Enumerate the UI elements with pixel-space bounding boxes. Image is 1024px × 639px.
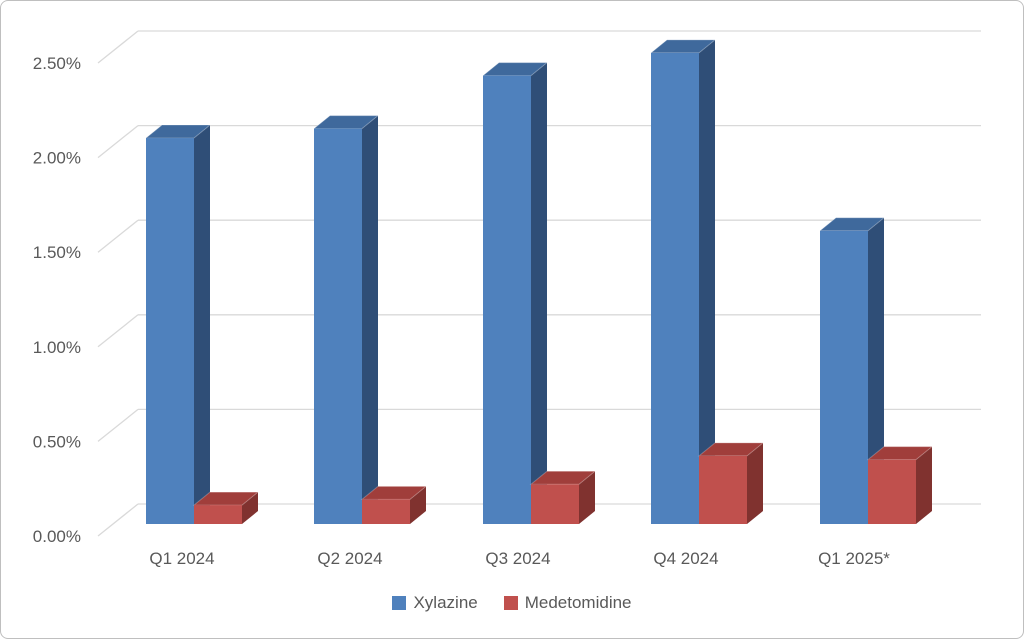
bar-xylazine-q1-2024 [146, 138, 194, 525]
bar-xylazine-q2-2024 [314, 128, 362, 524]
bar-side-xylazine [699, 39, 715, 524]
bar-xylazine-q4-2024 [651, 52, 699, 524]
chart-legend: Xylazine Medetomidine [1, 593, 1023, 613]
gridline-slant [97, 219, 139, 253]
bar-side-xylazine [531, 62, 547, 524]
bar-side-medetomidine [916, 446, 932, 524]
y-tick-label: 1.00% [33, 338, 81, 357]
bar-top-xylazine [312, 115, 380, 130]
bar-side-medetomidine [579, 471, 595, 524]
bar-medetomidine-q1-2024 [194, 505, 242, 524]
x-category-label: Q3 2024 [485, 549, 550, 568]
bar-medetomidine-q4-2024 [699, 455, 747, 524]
bar-medetomidine-q1-2025* [868, 459, 916, 524]
y-tick-label: 0.50% [33, 432, 81, 451]
x-category-label: Q1 2025* [818, 549, 890, 568]
y-tick-label: 0.00% [33, 527, 81, 546]
y-tick-label: 1.50% [33, 243, 81, 262]
bar-side-medetomidine [747, 442, 763, 524]
bar-xylazine-q3-2024 [483, 75, 531, 524]
x-category-label: Q2 2024 [317, 549, 382, 568]
gridline-slant [97, 503, 139, 537]
bar-medetomidine-q3-2024 [531, 484, 579, 524]
gridline-slant [97, 30, 139, 64]
y-tick-label: 2.00% [33, 149, 81, 168]
bar-side-xylazine [362, 115, 378, 525]
bar-xylazine-q1-2025* [820, 230, 868, 525]
x-category-label: Q1 2024 [149, 549, 214, 568]
bar-side-medetomidine [410, 486, 426, 524]
bar-side-medetomidine [242, 492, 258, 524]
y-tick-label: 2.50% [33, 54, 81, 73]
bar-side-xylazine [194, 125, 210, 525]
legend-swatch-icon [503, 596, 518, 610]
gridline-slant [97, 408, 139, 442]
legend-swatch-icon [392, 596, 407, 610]
bar-side-xylazine [868, 217, 884, 525]
legend-item-medetomidine: Medetomidine [503, 593, 632, 613]
gridline-slant [97, 314, 139, 348]
bar-medetomidine-q2-2024 [362, 499, 410, 524]
gridline-slant [97, 125, 139, 159]
x-category-label: Q4 2024 [653, 549, 718, 568]
legend-label: Xylazine [413, 593, 478, 612]
legend-item-xylazine: Xylazine [392, 593, 478, 613]
bar-chart: 0.00% 0.50% 1.00% 1.50% 2.00% 2.50% Q1 2024 Q2 … [33, 30, 981, 568]
legend-label: Medetomidine [524, 593, 632, 612]
